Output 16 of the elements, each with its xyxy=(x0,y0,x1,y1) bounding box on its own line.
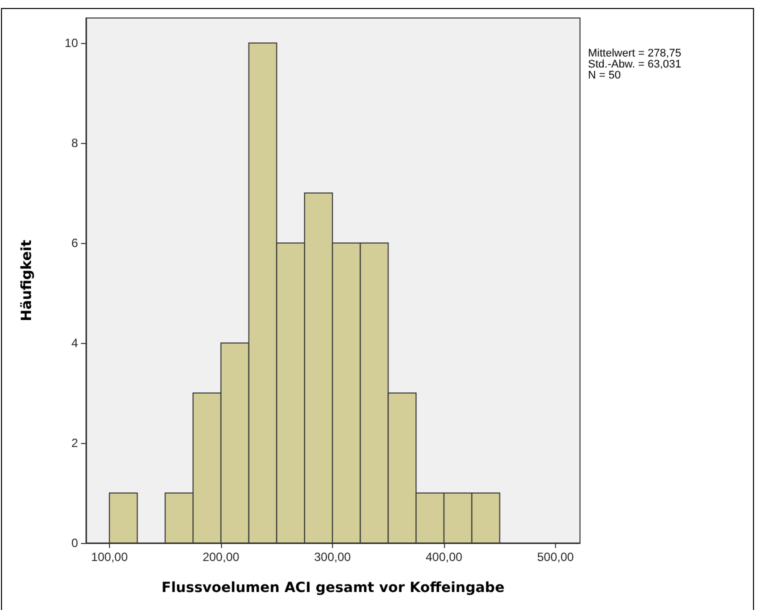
x-axis-title: Flussvoelumen ACI gesamt vor Koffeingabe xyxy=(162,580,504,596)
y-tick-label: 8 xyxy=(71,136,78,150)
y-tick-label: 0 xyxy=(71,536,78,550)
y-tick-label: 10 xyxy=(64,36,78,50)
x-tick-label: 300,00 xyxy=(314,550,352,564)
text: Mittelwert = 278,75 xyxy=(588,48,682,60)
y-tick-label: 4 xyxy=(71,336,78,350)
y-tick-label: 6 xyxy=(71,236,78,250)
text: Std.-Abw. = 63,031 xyxy=(588,58,682,70)
y-axis-title: Häufigkeit xyxy=(19,239,35,322)
x-tick-label: 500,00 xyxy=(537,550,574,564)
text: N = 50 xyxy=(588,70,621,82)
x-tick-label: 200,00 xyxy=(202,550,240,564)
x-tick-label: 100,00 xyxy=(91,550,128,564)
x-tick-label: 400,00 xyxy=(426,550,463,564)
y-tick-label: 2 xyxy=(71,436,78,450)
